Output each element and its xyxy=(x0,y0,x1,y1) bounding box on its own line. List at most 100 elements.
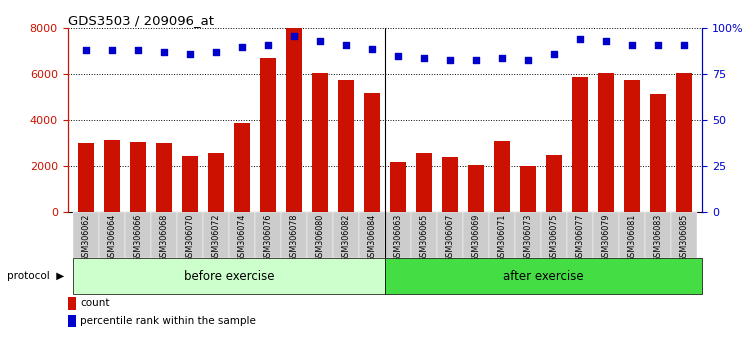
Point xyxy=(652,42,664,48)
Text: GSM306085: GSM306085 xyxy=(680,214,689,262)
Point xyxy=(418,55,430,61)
Bar xyxy=(234,123,249,212)
Bar xyxy=(364,93,380,212)
Bar xyxy=(515,212,541,258)
Bar xyxy=(182,156,198,212)
Bar xyxy=(307,212,333,258)
Point xyxy=(366,46,378,51)
Text: GSM306076: GSM306076 xyxy=(264,214,273,262)
Bar xyxy=(567,212,593,258)
Bar xyxy=(390,162,406,212)
Text: GSM306068: GSM306068 xyxy=(159,214,168,262)
Point xyxy=(106,47,118,53)
Bar xyxy=(104,140,119,212)
Text: GSM306074: GSM306074 xyxy=(237,214,246,262)
Text: GSM306073: GSM306073 xyxy=(523,214,532,262)
Bar xyxy=(494,141,510,212)
Point xyxy=(626,42,638,48)
Bar xyxy=(442,157,457,212)
Bar xyxy=(645,212,671,258)
Text: GSM306063: GSM306063 xyxy=(394,214,403,262)
Bar xyxy=(572,77,588,212)
Point xyxy=(80,47,92,53)
Bar xyxy=(286,28,302,212)
Bar xyxy=(520,166,535,212)
Text: protocol  ▶: protocol ▶ xyxy=(7,271,64,281)
Text: GSM306072: GSM306072 xyxy=(211,214,220,262)
Text: GSM306083: GSM306083 xyxy=(653,214,662,262)
Point xyxy=(236,44,248,50)
Text: count: count xyxy=(80,298,110,308)
Bar xyxy=(78,143,94,212)
Bar xyxy=(468,165,484,212)
Point xyxy=(496,55,508,61)
Text: GSM306078: GSM306078 xyxy=(289,214,298,262)
Text: GSM306070: GSM306070 xyxy=(185,214,195,262)
Point xyxy=(392,53,404,59)
Bar xyxy=(229,212,255,258)
Bar xyxy=(541,212,567,258)
Point xyxy=(184,51,196,57)
Bar xyxy=(385,258,702,294)
Bar xyxy=(416,153,432,212)
Text: GSM306071: GSM306071 xyxy=(497,214,506,262)
Text: GSM306081: GSM306081 xyxy=(628,214,636,262)
Bar xyxy=(593,212,620,258)
Text: GSM306067: GSM306067 xyxy=(445,214,454,262)
Text: GSM306069: GSM306069 xyxy=(472,214,481,262)
Bar xyxy=(411,212,437,258)
Bar xyxy=(650,94,666,212)
Bar xyxy=(208,153,224,212)
Point xyxy=(340,42,352,48)
Text: GSM306080: GSM306080 xyxy=(315,214,324,262)
Point xyxy=(548,51,560,57)
Text: GSM306077: GSM306077 xyxy=(575,214,584,262)
Text: GSM306075: GSM306075 xyxy=(550,214,559,262)
Point xyxy=(600,38,612,44)
Bar xyxy=(312,73,327,212)
Bar xyxy=(624,80,640,212)
Bar xyxy=(68,297,76,310)
Bar xyxy=(489,212,515,258)
Bar xyxy=(619,212,645,258)
Bar xyxy=(99,212,125,258)
Text: GSM306066: GSM306066 xyxy=(134,214,142,262)
Point xyxy=(288,33,300,39)
Text: after exercise: after exercise xyxy=(503,270,584,282)
Bar xyxy=(151,212,177,258)
Text: GSM306065: GSM306065 xyxy=(419,214,428,262)
Bar xyxy=(68,315,76,327)
Bar xyxy=(671,212,698,258)
Text: GSM306082: GSM306082 xyxy=(342,214,351,262)
Bar xyxy=(437,212,463,258)
Point xyxy=(132,47,144,53)
Text: before exercise: before exercise xyxy=(183,270,274,282)
Text: GSM306062: GSM306062 xyxy=(81,214,90,262)
Bar xyxy=(73,258,385,294)
Bar xyxy=(130,142,146,212)
Bar xyxy=(73,212,99,258)
Bar xyxy=(203,212,229,258)
Bar xyxy=(463,212,490,258)
Text: GSM306079: GSM306079 xyxy=(602,214,611,262)
Point xyxy=(262,42,274,48)
Bar xyxy=(176,212,204,258)
Bar xyxy=(359,212,385,258)
Point xyxy=(678,42,690,48)
Bar xyxy=(338,80,354,212)
Bar xyxy=(260,58,276,212)
Bar xyxy=(281,212,307,258)
Point xyxy=(522,57,534,62)
Bar xyxy=(598,73,614,212)
Point xyxy=(574,36,586,42)
Bar xyxy=(385,212,412,258)
Bar xyxy=(255,212,282,258)
Point xyxy=(314,38,326,44)
Text: GSM306084: GSM306084 xyxy=(367,214,376,262)
Bar xyxy=(156,143,172,212)
Point xyxy=(470,57,482,62)
Text: percentile rank within the sample: percentile rank within the sample xyxy=(80,316,256,326)
Text: GDS3503 / 209096_at: GDS3503 / 209096_at xyxy=(68,14,213,27)
Bar xyxy=(546,155,562,212)
Point xyxy=(444,57,456,62)
